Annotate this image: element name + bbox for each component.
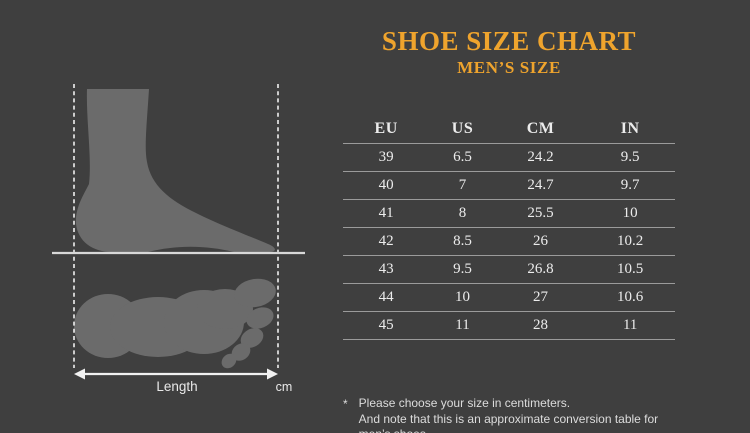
table-cell: 43: [343, 255, 430, 285]
table-cell: 11: [429, 311, 496, 341]
table-cell: 25.5: [495, 199, 586, 229]
table-cell: 9.5: [429, 255, 496, 285]
table-cell: 45: [343, 311, 430, 341]
column-header-us: US: [429, 115, 496, 145]
table-cell: 10.5: [585, 255, 675, 285]
table-cell: 27: [495, 283, 586, 313]
table-cell: 8.5: [429, 227, 496, 257]
table-cell: 40: [343, 171, 430, 201]
footnote-line-1: Please choose your size in centimeters.: [358, 396, 571, 411]
table-cell: 6.5: [429, 143, 496, 173]
foot-side-silhouette: [75, 89, 275, 252]
table-cell: 10: [585, 199, 675, 229]
column-header-cm: CM: [495, 115, 586, 145]
table-cell: 42: [343, 227, 430, 257]
table-row: 39 6.5 24.2 9.5: [343, 143, 675, 173]
table-cell: 9.7: [585, 171, 675, 201]
table-row: 43 9.5 26.8 10.5: [343, 255, 675, 285]
table-cell: 10.6: [585, 283, 675, 313]
page-title: SHOE SIZE CHART: [381, 26, 637, 56]
table-cell: 11: [585, 311, 675, 341]
table-cell: 24.7: [495, 171, 586, 201]
table-cell: 8: [429, 199, 496, 229]
column-header-eu: EU: [343, 115, 430, 145]
footnote-marker: *: [343, 397, 348, 412]
table-row: 44 10 27 10.6: [343, 283, 675, 313]
size-table: EU US CM IN 39 6.5 24.2 9.5 40 7 24.7 9.: [343, 115, 675, 341]
footnote-line-2: And note that this is an approximate con…: [358, 411, 659, 433]
table-cell: 44: [343, 283, 430, 313]
table-cell: 39: [343, 143, 430, 173]
table-row: 40 7 24.7 9.7: [343, 171, 675, 201]
table-row: 45 11 28 11: [343, 311, 675, 341]
foot-measurement-diagram: Length cm: [52, 84, 305, 394]
table-cell: 7: [429, 171, 496, 201]
table-cell: 26: [495, 227, 586, 257]
length-arrow: [74, 368, 278, 380]
table-cell: 28: [495, 311, 586, 341]
table-cell: 10: [429, 283, 496, 313]
table-cell: 10.2: [585, 227, 675, 257]
arrowhead-left: [74, 368, 85, 380]
table-header-row: EU US CM IN: [343, 115, 675, 145]
page-subtitle: MEN’S SIZE: [457, 58, 561, 78]
table-row: 42 8.5 26 10.2: [343, 227, 675, 257]
footnote: * Please choose your size in centimeters…: [343, 396, 675, 433]
table-cell: 26.8: [495, 255, 586, 285]
table-cell: 24.2: [495, 143, 586, 173]
footnote-text: Please choose your size in centimeters. …: [359, 396, 675, 433]
table-cell: 9.5: [585, 143, 675, 173]
table-cell: 41: [343, 199, 430, 229]
length-label: Length: [156, 379, 197, 394]
arrowhead-right: [267, 368, 278, 380]
unit-label: cm: [276, 380, 293, 394]
size-chart-panel: SHOE SIZE CHART MEN’S SIZE EU US CM IN 3…: [343, 0, 675, 433]
foot-sole-silhouette: [74, 278, 276, 369]
table-row: 41 8 25.5 10: [343, 199, 675, 229]
column-header-in: IN: [585, 115, 675, 145]
